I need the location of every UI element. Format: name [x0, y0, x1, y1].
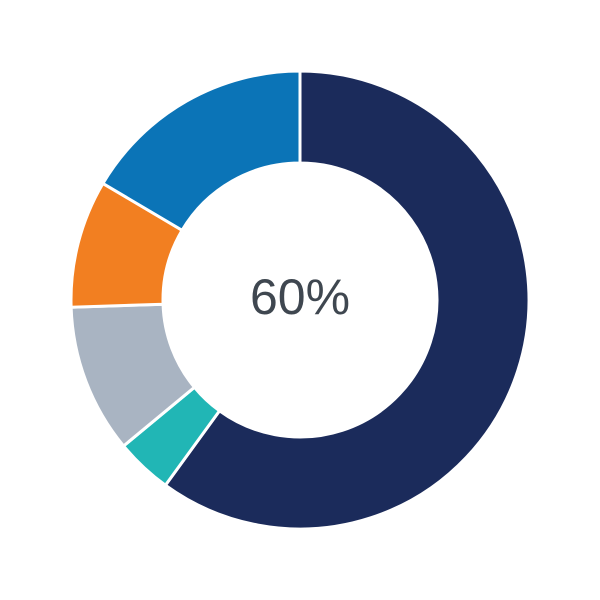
center-label: 60% — [249, 269, 351, 325]
donut-slice-4 — [100, 69, 302, 233]
donut-slice-0 — [163, 69, 531, 531]
